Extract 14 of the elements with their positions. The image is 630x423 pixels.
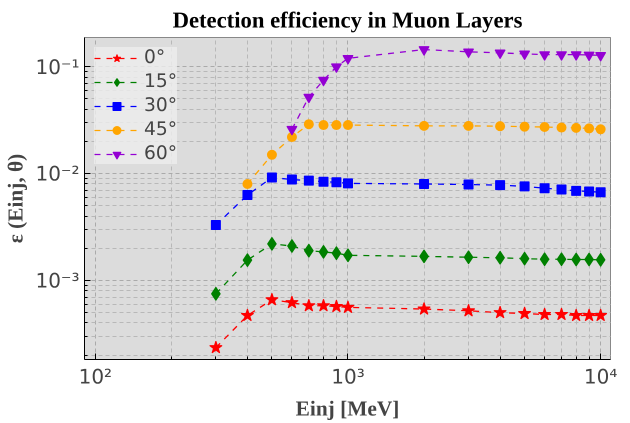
legend-label: 15° [144,71,178,92]
legend-label: 0° [144,47,166,68]
y-tick-label: 10⁻³ [35,268,80,292]
legend-label: 45° [144,119,178,140]
y-axis-title: ε (Einj, θ) [3,154,28,244]
chart-title: Detection efficiency in Muon Layers [172,8,523,32]
x-axis-title: Einj [MeV] [296,396,400,420]
x-tick-label: 10³ [331,364,365,388]
y-tick-label: 10⁻² [35,162,80,186]
legend-label: 60° [144,143,178,164]
x-tick-label: 10⁴ [584,364,618,388]
legend-label: 30° [144,95,178,116]
x-tick-label: 10² [78,364,112,388]
y-tick-label: 10⁻¹ [35,54,80,79]
